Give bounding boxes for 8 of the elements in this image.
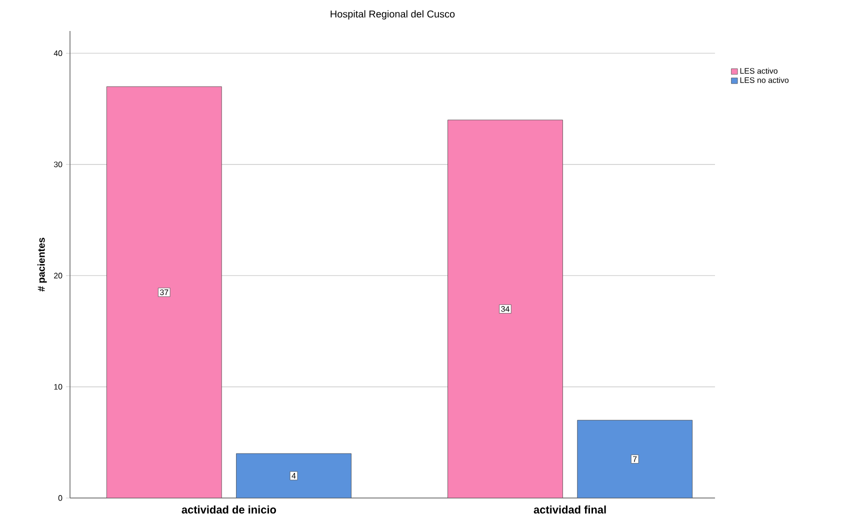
y-axis-title: # pacientes: [38, 238, 47, 292]
bar: [448, 120, 563, 498]
bar: [236, 453, 352, 498]
x-tick-label: actividad final: [534, 506, 606, 514]
chart-title: Hospital Regional del Cusco: [330, 10, 455, 20]
x-tick-label: actividad de inicio: [182, 506, 276, 514]
bar: [577, 420, 693, 498]
bar: [106, 86, 222, 498]
